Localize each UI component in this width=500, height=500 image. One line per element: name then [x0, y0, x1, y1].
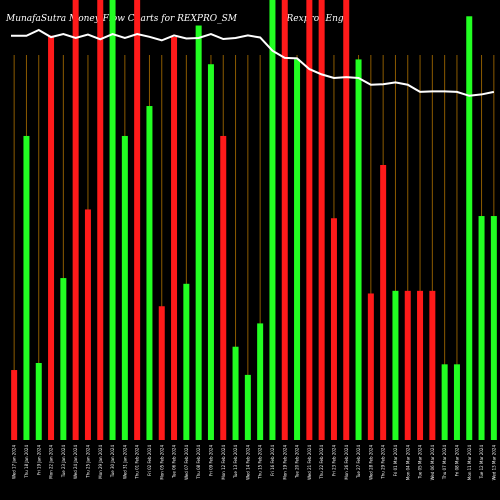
bar [244, 374, 251, 440]
bar [11, 370, 18, 440]
x-tick-label: Mon 19 Feb 2024 [282, 445, 287, 480]
x-tick-label: Thu 22 Feb 2024 [319, 445, 324, 480]
x-tick-label: Fri 16 Feb 2024 [270, 445, 275, 476]
bar [441, 364, 448, 440]
x-tick-label: Thu 08 Feb 2024 [196, 445, 201, 480]
bar [453, 364, 460, 440]
x-tick-label: Wed 28 Feb 2024 [368, 445, 373, 480]
bar [171, 36, 178, 441]
bar [84, 209, 91, 440]
bar [195, 25, 202, 441]
bar [146, 106, 153, 440]
bar [60, 278, 67, 440]
x-tick-label: Fri 01 Mar 2024 [393, 445, 398, 477]
bar [183, 283, 190, 440]
x-tick-label: Tue 27 Feb 2024 [356, 445, 361, 479]
x-tick-label: Fri 23 Feb 2024 [331, 445, 336, 476]
bar [490, 216, 497, 440]
x-tick-label: Thu 18 Jan 2024 [24, 445, 29, 479]
bar [294, 59, 301, 441]
chart-title: MunafaSutra Money Flow Charts for REXPRO… [5, 14, 238, 24]
bar [466, 16, 473, 441]
bar [306, 0, 313, 440]
x-tick-label: Thu 15 Feb 2024 [258, 445, 263, 480]
bar [355, 59, 362, 441]
x-tick-label: Wed 06 Mar 2024 [430, 445, 435, 481]
chart-title-suffix: (Rexpro) Eng [283, 13, 344, 24]
bar [134, 0, 141, 440]
bar [220, 135, 227, 440]
x-tick-label: Fri 09 Feb 2024 [208, 445, 213, 476]
bar [404, 290, 411, 440]
x-axis-ticks: Wed 17 Jan 2024 Thu 18 Jan 2024 Fri 19 Jan… [12, 445, 497, 481]
x-tick-label: Wed 21 Feb 2024 [307, 445, 312, 480]
x-tick-label: Wed 24 Jan 2024 [73, 445, 78, 479]
bar [97, 0, 104, 440]
bar [392, 290, 399, 440]
x-tick-label: Mon 04 Mar 2024 [405, 445, 410, 481]
bar [35, 363, 42, 440]
x-tick-label: Tue 23 Jan 2024 [61, 445, 66, 479]
x-tick-label: Tue 05 Mar 2024 [418, 445, 423, 480]
x-tick-label: Mon 12 Feb 2024 [221, 445, 226, 480]
bar [429, 290, 436, 440]
x-tick-label: Mon 05 Feb 2024 [159, 445, 164, 480]
x-tick-label: Mon 22 Jan 2024 [49, 445, 54, 479]
x-tick-label: Tue 20 Feb 2024 [295, 445, 300, 479]
x-tick-label: Thu 01 Feb 2024 [135, 445, 140, 480]
bar [269, 0, 276, 440]
bar [158, 306, 165, 440]
bar [232, 346, 239, 440]
x-tick-label: Tue 06 Feb 2024 [172, 445, 177, 479]
x-tick-label: Thu 25 Jan 2024 [85, 445, 90, 479]
x-tick-label: Thu 29 Feb 2024 [381, 445, 386, 480]
bar [478, 216, 485, 440]
bar-series [11, 0, 497, 441]
bar [380, 165, 387, 440]
x-tick-label: Wed 31 Jan 2024 [122, 445, 127, 479]
x-tick-label: Wed 14 Feb 2024 [245, 445, 250, 480]
bar [48, 35, 55, 440]
bar [281, 0, 288, 440]
x-tick-label: Wed 13 Mar 2024 [491, 445, 496, 481]
bar [109, 0, 116, 440]
x-tick-label: Tue 13 Feb 2024 [233, 445, 238, 479]
price-line [11, 28, 495, 97]
bar [343, 0, 350, 440]
x-tick-label: Wed 17 Jan 2024 [12, 445, 17, 479]
x-tick-label: Mon 11 Mar 2024 [467, 445, 472, 481]
bar [121, 135, 128, 440]
bar [318, 0, 325, 440]
bar [207, 64, 214, 441]
x-tick-label: Fri 02 Feb 2024 [147, 445, 152, 476]
bar [72, 0, 79, 440]
x-tick-label: Fri 19 Jan 2024 [36, 445, 41, 475]
x-tick-label: Tue 12 Mar 2024 [479, 445, 484, 480]
bar [417, 290, 424, 440]
bar [330, 218, 337, 440]
x-tick-label: Wed 07 Feb 2024 [184, 445, 189, 480]
x-tick-label: Tue 30 Jan 2024 [110, 445, 115, 479]
x-tick-label: Thu 07 Mar 2024 [442, 445, 447, 481]
x-tick-label: Mon 26 Feb 2024 [344, 445, 349, 480]
bar [23, 135, 30, 440]
bar [257, 323, 264, 440]
bar [367, 293, 374, 440]
x-tick-label: Mon 29 Jan 2024 [98, 445, 103, 479]
x-tick-label: Fri 08 Mar 2024 [454, 445, 459, 477]
